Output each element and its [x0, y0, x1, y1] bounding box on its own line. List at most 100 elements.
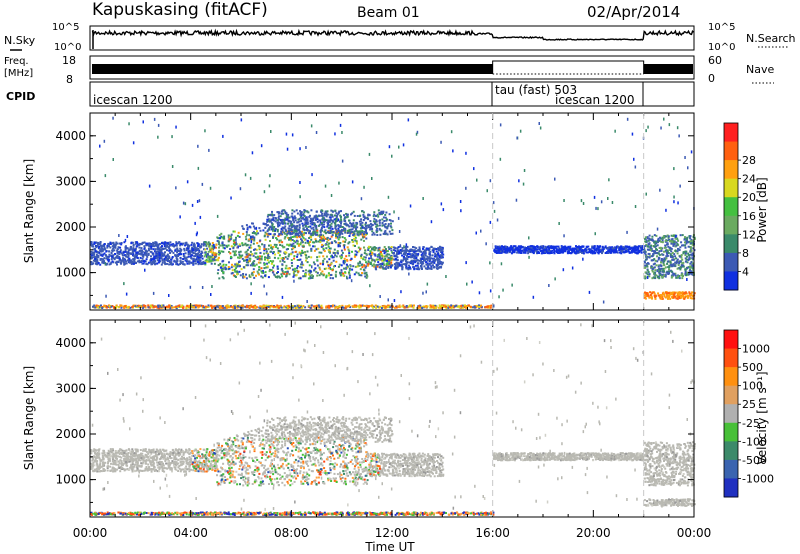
data-cell [343, 218, 346, 221]
data-cell [303, 231, 306, 234]
data-cell [235, 262, 238, 265]
data-cell [644, 261, 646, 264]
data-cell [143, 260, 146, 263]
data-cell [332, 220, 334, 223]
data-cell [240, 268, 243, 271]
data-cell [187, 250, 190, 253]
data-cell [334, 275, 337, 278]
data-cell [124, 306, 127, 309]
data-cell [588, 249, 591, 252]
data-cell [667, 271, 670, 274]
data-cell [375, 231, 378, 234]
data-cell [179, 247, 182, 250]
data-cell [371, 230, 374, 233]
data-cell [522, 249, 524, 252]
data-cell [301, 222, 304, 225]
data-cell [215, 243, 218, 246]
data-cell [156, 247, 159, 249]
data-cell [169, 241, 172, 244]
data-cell [648, 273, 651, 276]
data-cell [120, 252, 123, 255]
data-cell [211, 245, 214, 248]
data-cell [383, 255, 386, 258]
data-cell [330, 255, 333, 258]
data-cell [296, 269, 299, 272]
data-cell [665, 292, 668, 295]
data-cell [239, 306, 242, 309]
data-cell [99, 241, 102, 243]
data-cell [653, 266, 656, 269]
data-cell [156, 250, 159, 253]
data-cell [654, 250, 657, 253]
data-cell [306, 250, 309, 253]
data-cell [292, 245, 295, 248]
data-cell [204, 262, 207, 265]
data-cell [386, 226, 389, 229]
data-cell [327, 239, 330, 242]
data-cell [356, 215, 359, 217]
data-cell [563, 248, 566, 251]
data-cell [253, 239, 256, 242]
data-cell [304, 225, 307, 227]
data-cell [495, 250, 498, 253]
data-cell [307, 277, 310, 280]
data-cell [280, 273, 283, 276]
data-cell [208, 242, 211, 245]
data-cell [397, 250, 400, 253]
data-cell [490, 304, 493, 307]
data-cell [304, 223, 307, 226]
data-cell [434, 252, 437, 255]
data-cell [341, 304, 344, 307]
data-cell [278, 218, 281, 221]
data-cell [241, 242, 244, 245]
data-cell [312, 228, 315, 231]
data-cell [254, 304, 257, 307]
data-cell [158, 252, 161, 255]
data-cell [318, 219, 321, 222]
data-cell [154, 241, 157, 244]
data-cell [659, 236, 661, 239]
data-cell [267, 228, 270, 231]
data-cell [151, 245, 154, 247]
data-cell [244, 305, 247, 308]
data-cell [323, 219, 326, 222]
data-cell [373, 263, 375, 266]
data-cell [665, 255, 668, 258]
data-cell [310, 304, 313, 307]
data-cell [284, 228, 287, 231]
data-cell [530, 245, 532, 248]
data-cell [668, 268, 670, 271]
data-cell [561, 246, 564, 249]
data-cell [262, 229, 265, 232]
data-cell [618, 248, 621, 251]
data-cell [353, 304, 356, 307]
data-cell [328, 242, 331, 245]
data-cell [555, 248, 558, 251]
data-cell [375, 264, 378, 267]
data-cell [327, 222, 330, 225]
data-cell [279, 233, 282, 236]
data-cell [604, 246, 607, 249]
data-cell [352, 265, 355, 268]
data-cell [524, 250, 527, 253]
data-cell [246, 228, 249, 231]
data-cell [650, 244, 653, 247]
data-cell [235, 253, 237, 256]
data-cell [673, 242, 676, 245]
data-cell [580, 250, 582, 253]
data-cell [178, 253, 181, 255]
data-cell [432, 264, 434, 267]
data-cell [93, 242, 96, 245]
data-cell [378, 263, 381, 266]
data-cell [337, 241, 340, 244]
data-cell [691, 291, 694, 294]
data-cell [212, 258, 215, 261]
data-cell [310, 209, 313, 212]
data-cell [99, 258, 102, 261]
data-cell [190, 248, 193, 251]
data-cell [679, 268, 682, 271]
data-cell [404, 257, 407, 260]
data-cell [228, 251, 230, 253]
freq-panel: Freq. [MHz] 18 8 60 0 Nave [4, 54, 774, 86]
data-cell [281, 226, 284, 229]
